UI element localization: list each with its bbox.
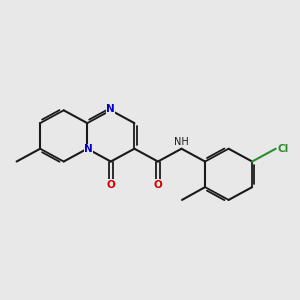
Text: N: N: [84, 144, 93, 154]
Text: O: O: [106, 180, 115, 190]
Text: Cl: Cl: [278, 144, 289, 154]
Text: NH: NH: [174, 137, 189, 147]
Text: O: O: [154, 180, 162, 190]
Text: N: N: [106, 104, 115, 114]
